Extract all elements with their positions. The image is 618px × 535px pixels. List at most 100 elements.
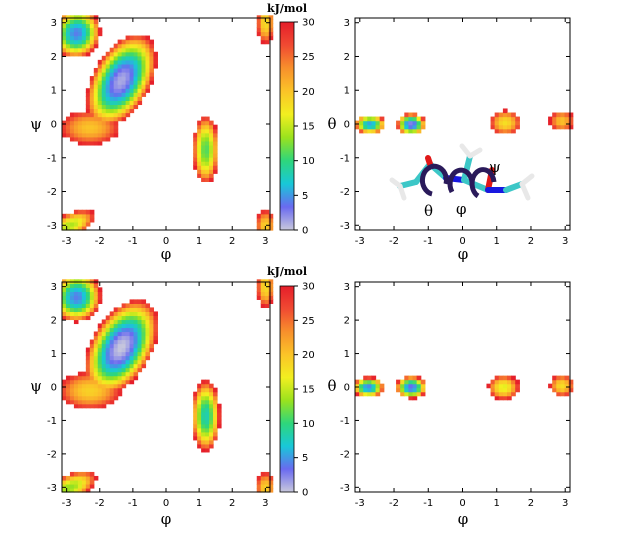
heatmap-cell [73,217,79,223]
heatmap-cell [73,387,79,393]
heatmap-cell [125,311,131,317]
heatmap-cell [486,383,492,389]
heatmap-cell [416,124,422,130]
heatmap-cell [490,124,496,130]
heatmap-cell [193,415,198,421]
heatmap-cell [65,19,71,24]
heatmap-cell [101,120,107,126]
x-tick-label: -3 [355,236,365,247]
heatmap-cell [145,347,151,353]
heatmap-cell [129,88,135,93]
heatmap-cell [105,375,111,381]
heatmap-cell [359,387,364,393]
heatmap-cell [149,67,155,73]
heatmap-cell [412,112,418,118]
heatmap-cell [213,419,218,425]
heatmap-cell [109,375,115,381]
heatmap-cell [205,427,210,433]
y-tick-label: -1 [340,153,350,164]
heatmap-cell [209,165,214,170]
heatmap-cell [420,120,426,126]
heatmap-cell [117,327,123,333]
heatmap-cell [117,379,123,385]
heatmap-cell [93,399,99,405]
heatmap-cell [113,63,119,69]
heatmap-cell [552,116,557,122]
heatmap-cell [97,391,103,397]
heatmap-cell [85,475,91,481]
heatmap-cell [400,391,405,397]
heatmap-cell [85,88,91,93]
heatmap-cell [113,335,119,341]
heatmap-cell [62,287,67,292]
heatmap-cell [197,173,202,178]
heatmap-cell [101,116,107,122]
x-tick-label: -1 [423,236,433,247]
heatmap-cell [507,379,512,385]
heatmap-cell [268,213,274,219]
heatmap-cell [105,55,111,61]
heatmap-cell [404,383,410,389]
heatmap-cell [209,169,214,174]
colorbar-tick-label: 15 [302,122,315,133]
heatmap-cell [125,331,131,337]
heatmap-cell [201,136,206,142]
heatmap-cell [121,383,127,389]
free-energy-map [355,375,574,401]
heatmap-cell [113,315,119,321]
heatmap-cell [560,379,566,385]
heatmap-cell [89,116,95,122]
heatmap-cell [141,351,147,357]
heatmap-cell [197,403,202,409]
heatmap-cell [117,311,123,317]
heatmap-cell [93,351,99,357]
heatmap-cell [81,475,87,481]
heatmap-cell [193,423,198,429]
bond [461,177,491,193]
heatmap-cell [85,136,91,142]
heatmap-cell [105,395,111,401]
heatmap-cell [137,51,143,57]
heatmap-cell [101,375,107,381]
heatmap-cell [93,108,99,114]
heatmap-cell [105,63,111,69]
heatmap-cell [85,399,91,405]
heatmap-cell [213,136,218,142]
heatmap-cell [197,411,202,417]
heatmap-cell [77,217,83,223]
heatmap-cell [85,383,91,389]
heatmap-cell [375,383,381,389]
heatmap-cell [65,287,71,292]
heatmap-cell [117,367,123,373]
heatmap-cell [89,383,95,389]
heatmap-cell [197,169,202,174]
heatmap-cell [77,31,83,37]
heatmap-cell [264,295,270,300]
heatmap-cell [193,157,198,162]
heatmap-cell [105,92,111,97]
heatmap-cell [564,391,570,397]
heatmap-cell [568,387,574,393]
heatmap-cell [85,27,91,33]
heatmap-cell [81,209,87,215]
heatmap-cell [494,128,500,134]
heatmap-cell [97,76,103,81]
heatmap-cell [89,84,95,89]
y-tick-label: 2 [51,52,57,63]
heatmap-cell [109,80,115,85]
heatmap-cell [121,39,127,45]
heatmap-cell [502,379,508,385]
heatmap-cell [404,116,410,122]
heatmap-cell [85,287,91,292]
heatmap-cell [400,383,405,389]
heatmap-cell [209,173,214,178]
heatmap-cell [412,383,418,389]
heatmap-cell [93,395,99,401]
heatmap-cell [73,319,79,325]
heatmap-cell [205,116,210,122]
heatmap-cell [73,128,79,134]
heatmap-cell [268,479,274,485]
heatmap-cell [97,80,103,85]
heatmap-cell [201,407,206,413]
